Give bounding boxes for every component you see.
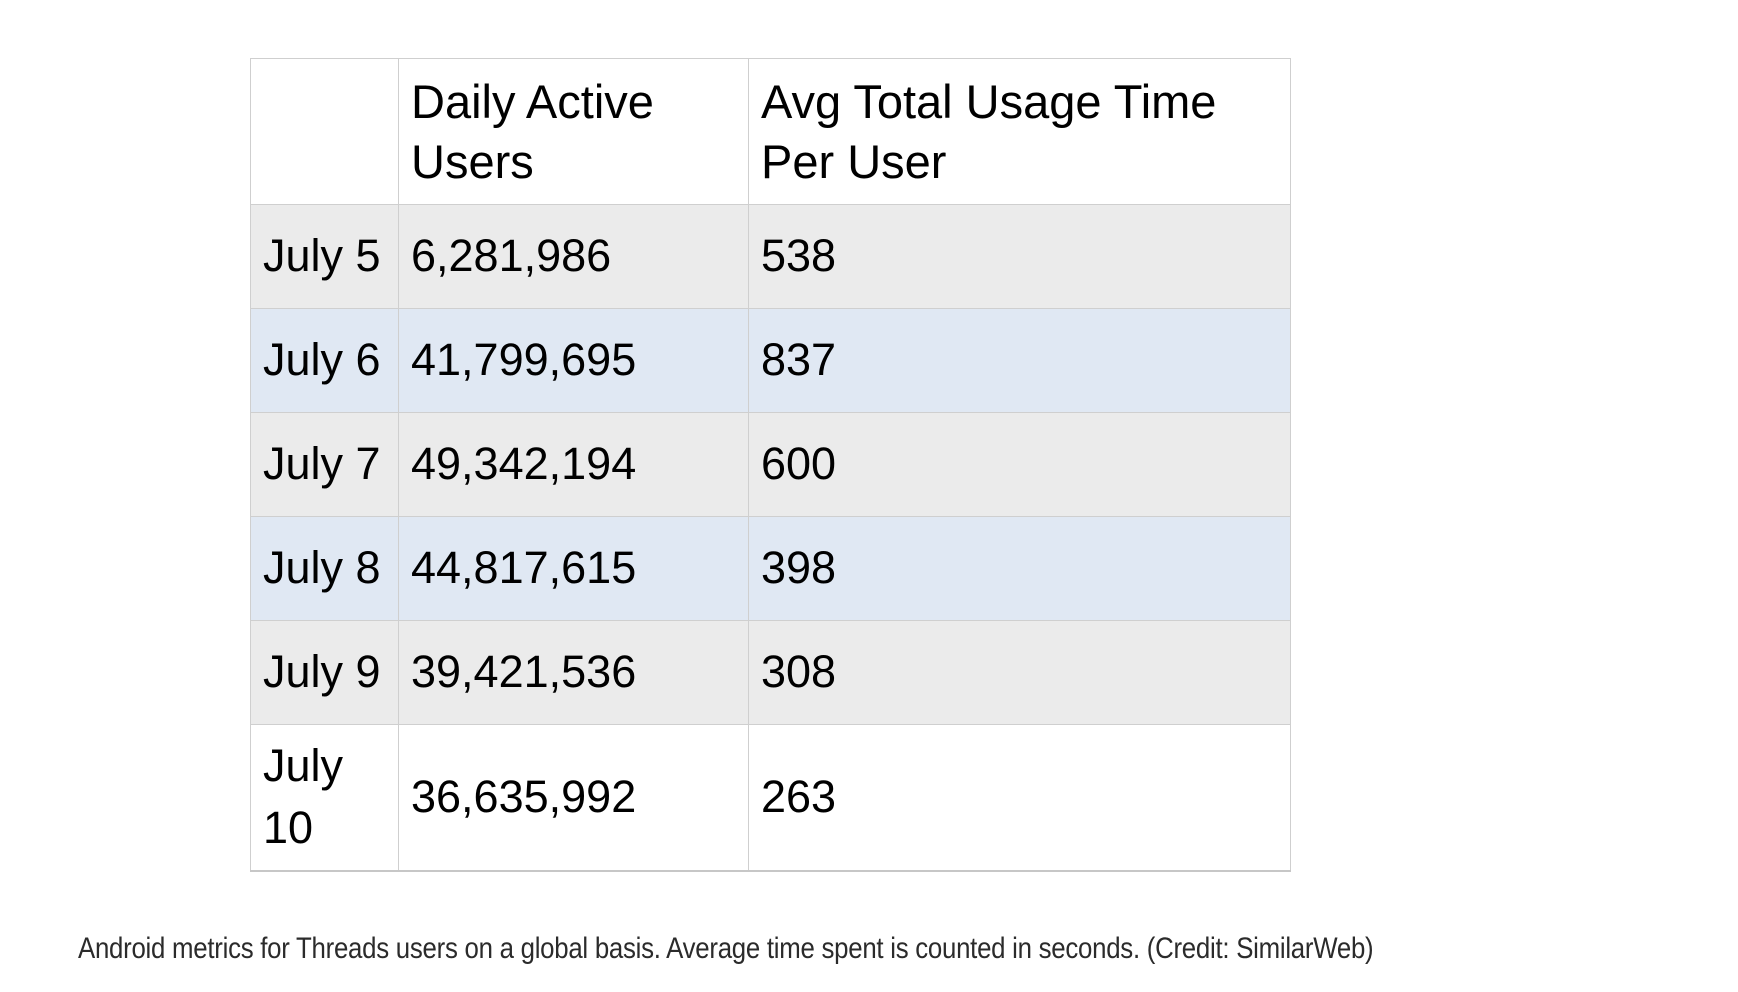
- cell-daily-active-users: 6,281,986: [398, 204, 749, 309]
- table-row-july-10: July 10 36,635,992 263: [250, 724, 1291, 872]
- table-row-july-5: July 5 6,281,986 538: [250, 204, 1291, 309]
- row-label: July 10: [250, 724, 399, 872]
- cell-avg-usage-time: 308: [748, 620, 1291, 725]
- cell-avg-usage-time: 600: [748, 412, 1291, 517]
- header-cell-daily-active-users: Daily Active Users: [398, 58, 749, 205]
- table-row-july-7: July 7 49,342,194 600: [250, 412, 1291, 517]
- row-label: July 8: [250, 516, 399, 621]
- cell-daily-active-users: 49,342,194: [398, 412, 749, 517]
- table-header-row: Daily Active Users Avg Total Usage Time …: [250, 58, 1291, 205]
- cell-avg-usage-time: 538: [748, 204, 1291, 309]
- cell-avg-usage-time: 837: [748, 308, 1291, 413]
- header-cell-avg-usage-time: Avg Total Usage Time Per User: [748, 58, 1291, 205]
- cell-avg-usage-time: 263: [748, 724, 1291, 872]
- cell-daily-active-users: 41,799,695: [398, 308, 749, 413]
- metrics-table-container: Daily Active Users Avg Total Usage Time …: [250, 58, 1291, 872]
- header-cell-date: [250, 58, 399, 205]
- cell-daily-active-users: 44,817,615: [398, 516, 749, 621]
- row-label: July 6: [250, 308, 399, 413]
- row-label: July 5: [250, 204, 399, 309]
- cell-daily-active-users: 39,421,536: [398, 620, 749, 725]
- cell-daily-active-users: 36,635,992: [398, 724, 749, 872]
- figure-caption: Android metrics for Threads users on a g…: [78, 932, 1374, 965]
- row-label: July 7: [250, 412, 399, 517]
- metrics-table: Daily Active Users Avg Total Usage Time …: [250, 58, 1291, 872]
- table-row-july-8: July 8 44,817,615 398: [250, 516, 1291, 621]
- table-row-july-6: July 6 41,799,695 837: [250, 308, 1291, 413]
- table-row-july-9: July 9 39,421,536 308: [250, 620, 1291, 725]
- cell-avg-usage-time: 398: [748, 516, 1291, 621]
- row-label: July 9: [250, 620, 399, 725]
